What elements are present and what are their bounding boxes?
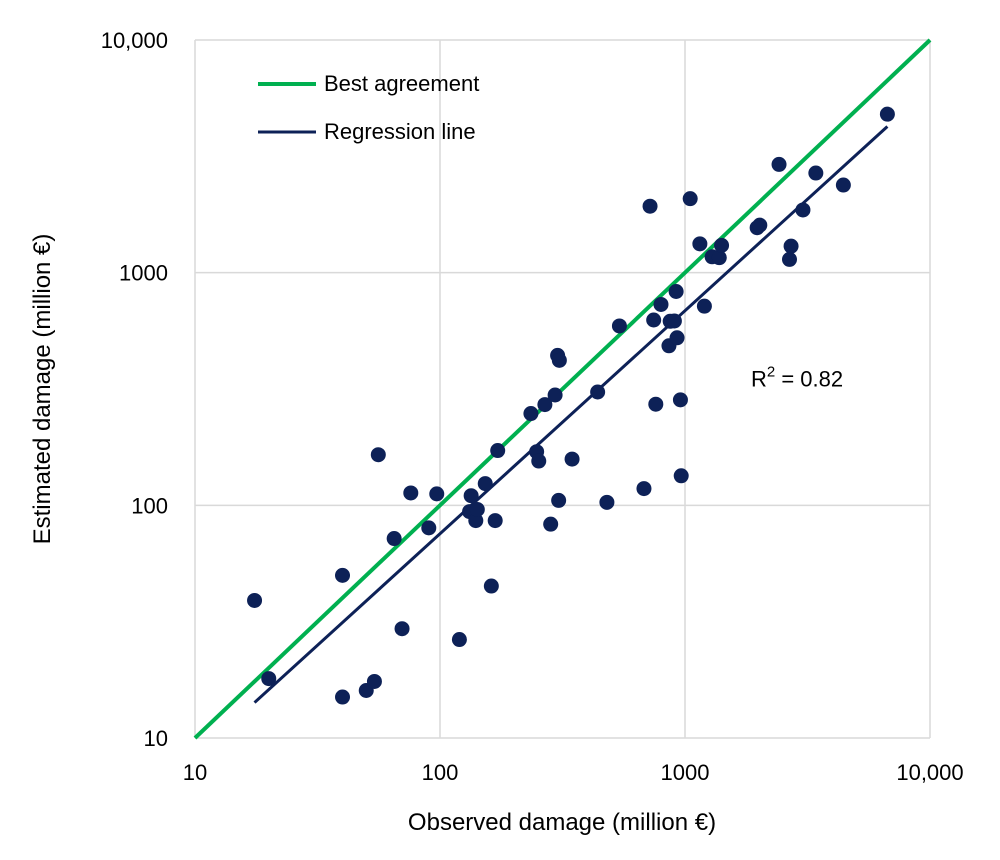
data-point-9 [403,485,419,501]
data-point-23 [531,453,547,469]
y-tick-label-1: 100 [131,493,168,518]
data-point-14 [463,488,479,504]
data-point-59 [835,177,851,193]
r-squared-annotation: R2 = 0.82 [751,364,843,392]
data-point-43 [669,330,685,346]
x-tick-label-1: 100 [422,760,459,785]
legend-label-regression-line: Regression line [324,119,476,144]
legend-label-best-agreement: Best agreement [324,71,479,96]
data-point-44 [672,392,688,408]
data-point-7 [386,531,402,547]
data-point-38 [653,296,669,312]
y-tick-label-3: 10,000 [101,28,168,53]
data-point-2 [335,567,351,583]
data-point-35 [642,198,658,214]
data-point-37 [648,396,664,412]
legend: Best agreement Regression line [258,71,479,144]
y-tick-label-2: 1000 [119,261,168,286]
best-agreement-line [193,38,932,740]
data-point-21 [523,406,539,422]
data-point-16 [469,501,485,517]
data-point-32 [599,494,615,510]
x-axis-title: Observed damage (million €) [408,809,716,836]
x-axis-ticks: 10 100 1000 10,000 [183,760,964,785]
data-point-11 [429,486,445,502]
data-point-8 [394,621,410,637]
x-tick-label-2: 1000 [661,760,710,785]
r-squared-superscript: 2 [767,364,775,381]
data-point-30 [564,451,580,467]
data-point-36 [646,312,662,328]
data-point-41 [666,313,682,329]
data-point-18 [483,578,499,594]
data-point-29 [551,352,567,368]
data-point-0 [247,592,263,608]
regression-line [253,125,889,704]
data-point-60 [879,106,895,122]
data-point-3 [335,689,351,705]
y-tick-label-0: 10 [144,726,168,751]
data-point-6 [370,447,386,463]
data-point-48 [696,298,712,314]
data-point-50 [711,250,727,266]
data-point-33 [611,318,627,334]
x-tick-label-0: 10 [183,760,207,785]
data-point-53 [752,217,768,233]
data-point-56 [783,238,799,254]
data-point-55 [781,251,797,267]
data-point-5 [366,673,382,689]
data-point-57 [795,202,811,218]
r-squared-base: R [751,367,767,392]
x-tick-label-3: 10,000 [896,760,963,785]
data-point-34 [636,481,652,497]
data-point-42 [668,283,684,299]
data-point-47 [692,236,708,252]
data-point-1 [261,671,277,687]
data-point-17 [477,476,493,492]
data-point-19 [487,513,503,529]
data-point-25 [543,516,559,532]
data-point-31 [590,384,606,400]
data-point-20 [490,443,506,459]
r-squared-value: = 0.82 [775,367,843,392]
data-point-46 [682,191,698,207]
data-point-24 [537,397,553,413]
data-point-54 [771,156,787,172]
y-axis-title: Estimated damage (million €) [29,234,56,545]
data-point-10 [421,520,437,536]
y-axis-ticks: 10 100 1000 10,000 [101,28,168,751]
series-lines [193,38,932,740]
data-point-28 [551,492,567,508]
data-point-12 [451,632,467,648]
data-point-26 [547,387,563,403]
data-point-51 [714,237,730,253]
data-point-45 [673,468,689,484]
scatter-points [247,106,895,705]
data-point-15 [468,513,484,529]
data-point-58 [808,165,824,181]
